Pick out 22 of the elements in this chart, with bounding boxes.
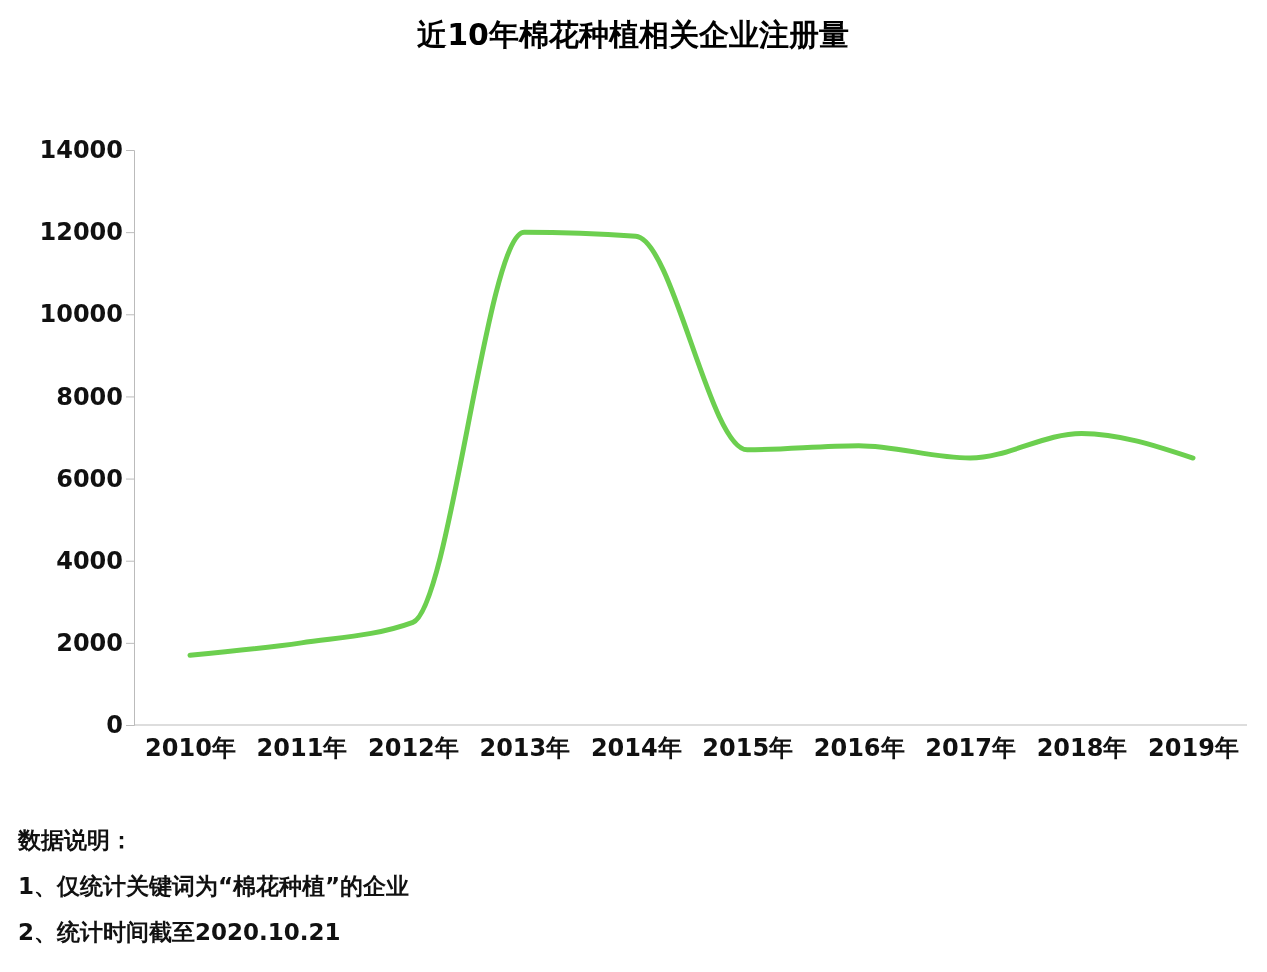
x-tick-label: 2015年 xyxy=(702,734,794,763)
text: 2、统计时间截至2020.10.21 xyxy=(18,919,341,945)
y-tick-label: 6000 xyxy=(56,464,123,493)
text: 1、仅统计关键词为“棉花种植”的企业 xyxy=(18,873,410,899)
text: 数据说明： xyxy=(17,827,133,853)
x-tick-label: 2017年 xyxy=(925,734,1017,763)
x-tick-label: 2012年 xyxy=(367,734,459,763)
y-tick-label: 8000 xyxy=(56,382,123,411)
y-tick-label: 10000 xyxy=(39,300,123,329)
y-tick-label: 2000 xyxy=(56,629,123,658)
x-tick-label: 2016年 xyxy=(813,734,905,763)
x-tick-label: 2010年 xyxy=(145,734,236,763)
x-tick-label: 2019年 xyxy=(1148,734,1239,763)
y-tick-label: 14000 xyxy=(39,136,123,165)
y-tick-label: 4000 xyxy=(56,546,123,575)
x-tick-label: 2018年 xyxy=(1036,734,1128,763)
x-tick-label: 2014年 xyxy=(590,734,682,763)
x-tick-label: 2011年 xyxy=(256,734,348,763)
chart-title: 近10年棉花种植相关企业注册量 xyxy=(417,17,849,52)
y-tick-label: 12000 xyxy=(39,218,123,247)
x-tick-label: 2013年 xyxy=(479,734,571,763)
y-tick-label: 0 xyxy=(106,711,123,740)
